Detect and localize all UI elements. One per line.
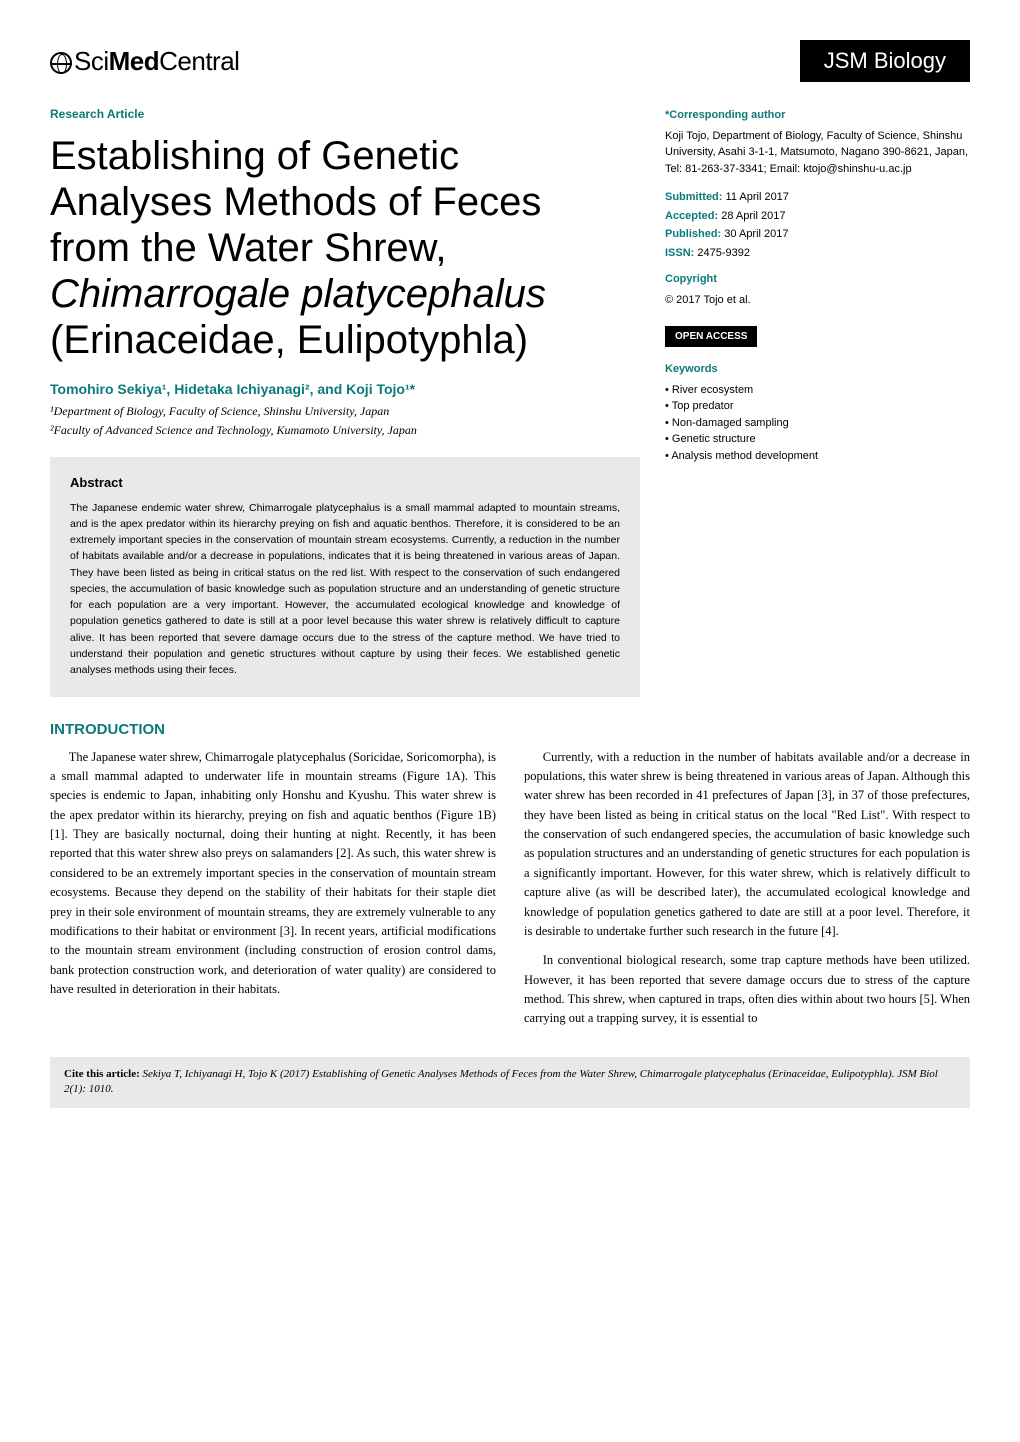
sidebar: *Corresponding author Koji Tojo, Departm… [665, 107, 970, 697]
citation-text: Sekiya T, Ichiyanagi H, Tojo K (2017) Es… [64, 1068, 938, 1095]
publisher-logo: SciMedCentral [50, 46, 239, 77]
title-line-5: (Erinaceidae, Eulipotyphla) [50, 318, 528, 362]
keywords-heading: Keywords [665, 361, 970, 378]
copyright-heading: Copyright [665, 271, 970, 288]
journal-name: JSM Biology [800, 40, 970, 82]
corresponding-author-text: Koji Tojo, Department of Biology, Facult… [665, 128, 970, 178]
intro-paragraph-2: Currently, with a reduction in the numbe… [524, 748, 970, 942]
keyword-item: Non-damaged sampling [665, 415, 970, 432]
issn-label: ISSN: [665, 247, 694, 259]
abstract-text: The Japanese endemic water shrew, Chimar… [70, 500, 620, 679]
abstract-box: Abstract The Japanese endemic water shre… [50, 457, 640, 697]
logo-central: Central [159, 46, 239, 76]
header: SciMedCentral JSM Biology [50, 40, 970, 82]
keyword-item: Analysis method development [665, 448, 970, 465]
title-line-1: Establishing of Genetic [50, 134, 459, 178]
copyright-text: © 2017 Tojo et al. [665, 292, 970, 309]
submitted-label: Submitted: [665, 191, 722, 203]
open-access-badge: OPEN ACCESS [665, 326, 757, 347]
title-line-3: from the Water Shrew, [50, 226, 446, 270]
intro-paragraph-3: In conventional biological research, som… [524, 951, 970, 1029]
citation-box: Cite this article: Sekiya T, Ichiyanagi … [50, 1057, 970, 1108]
article-type: Research Article [50, 107, 640, 121]
title-species-name: Chimarrogale platycephalus [50, 272, 546, 316]
corresponding-author-heading: *Corresponding author [665, 107, 970, 124]
accepted-value: 28 April 2017 [721, 210, 785, 222]
logo-med: Med [109, 46, 160, 76]
accepted-label: Accepted: [665, 210, 718, 222]
submitted-value: 11 April 2017 [726, 191, 789, 203]
citation-label: Cite this article: [64, 1068, 140, 1080]
keyword-item: Top predator [665, 398, 970, 415]
affiliation-1: ¹Department of Biology, Faculty of Scien… [50, 403, 640, 420]
article-title: Establishing of Genetic Analyses Methods… [50, 133, 640, 363]
body-column-right: Currently, with a reduction in the numbe… [524, 748, 970, 1039]
logo-sci: Sci [74, 46, 109, 76]
published-label: Published: [665, 228, 721, 240]
affiliation-2: ²Faculty of Advanced Science and Technol… [50, 422, 640, 439]
title-line-2: Analyses Methods of Feces [50, 180, 541, 224]
published-value: 30 April 2017 [724, 228, 788, 240]
intro-paragraph-1: The Japanese water shrew, Chimarrogale p… [50, 748, 496, 1000]
body-text: The Japanese water shrew, Chimarrogale p… [50, 748, 970, 1039]
body-column-left: The Japanese water shrew, Chimarrogale p… [50, 748, 496, 1039]
authors: Tomohiro Sekiya¹, Hidetaka Ichiyanagi², … [50, 381, 640, 397]
keyword-item: River ecosystem [665, 382, 970, 399]
issn-value: 2475-9392 [697, 247, 750, 259]
globe-icon [50, 52, 72, 74]
keyword-item: Genetic structure [665, 431, 970, 448]
abstract-heading: Abstract [70, 475, 620, 490]
introduction-heading: INTRODUCTION [50, 721, 970, 738]
